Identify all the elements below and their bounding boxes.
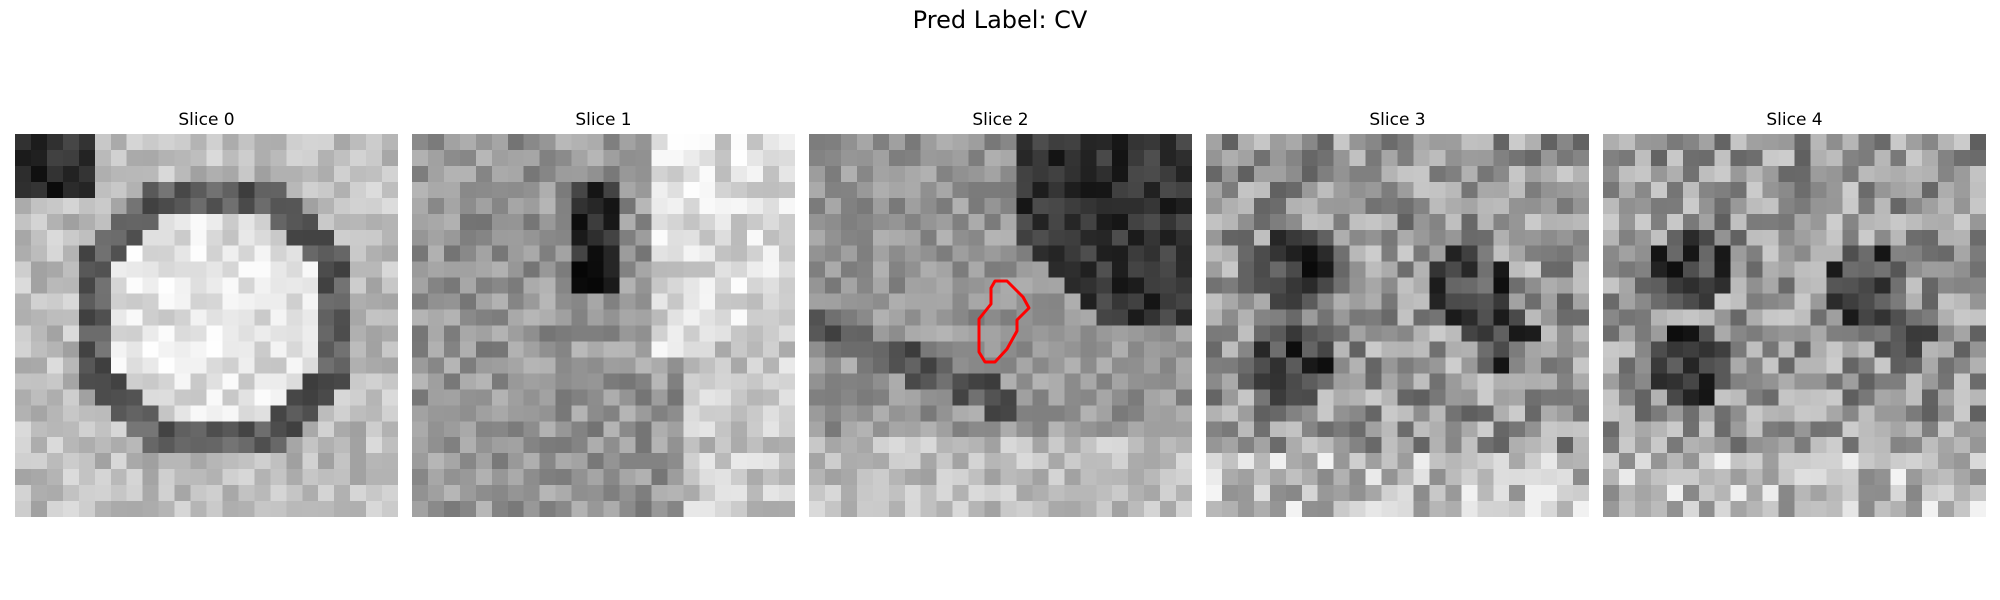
slice-image-3 (1206, 134, 1589, 517)
slice-title-0: Slice 0 (178, 110, 235, 130)
slice-title-3: Slice 3 (1369, 110, 1426, 130)
segmentation-contour (977, 279, 1031, 364)
slice-title-4: Slice 4 (1766, 110, 1823, 130)
slice-title-1: Slice 1 (575, 110, 632, 130)
slice-image-0 (15, 134, 398, 517)
slice-image-4 (1603, 134, 1986, 517)
figure-title: Pred Label: CV (912, 6, 1088, 34)
slice-image-2 (809, 134, 1192, 517)
slice-title-2: Slice 2 (972, 110, 1029, 130)
slice-image-1 (412, 134, 795, 517)
